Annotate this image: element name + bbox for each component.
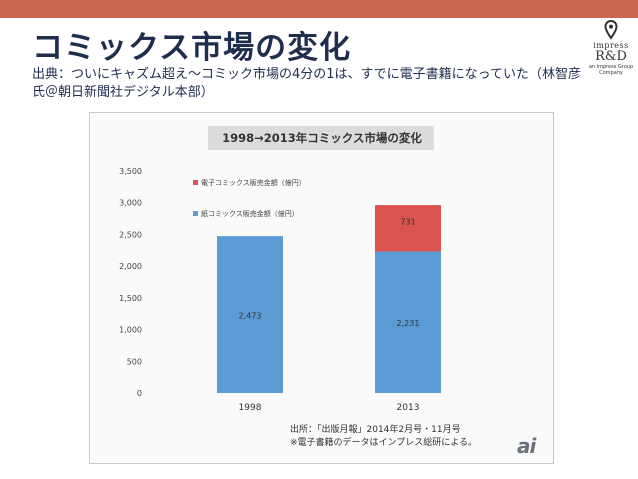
logo-line-2: R&D: [595, 49, 627, 64]
slide-subtitle: 出典：ついにキャズム超え〜コミック市場の4分の1は、すでに電子書籍になっていた（…: [32, 67, 582, 100]
x-tick-label: 2013: [397, 403, 420, 413]
legend-swatch: [193, 180, 198, 185]
chart-frame: 1998→2013年コミックス市場の変化 0 500 1,000 1,500 2,000…: [89, 112, 554, 464]
chart-title-background: [208, 126, 434, 150]
legend-label: 紙コミックス販売金額（億円）: [201, 209, 299, 218]
x-tick-label: 1998: [239, 403, 262, 413]
y-tick-label: 1,000: [119, 326, 142, 335]
y-tick-label: 3,500: [119, 167, 142, 176]
stacked-bar-chart: 0 500 1,000 1,500 2,000 2,500 3,000 3,500 2,473 1…: [119, 167, 441, 413]
top-accent-bar: [0, 0, 638, 18]
data-label: 2,231: [397, 319, 420, 328]
y-tick-label: 2,500: [119, 230, 142, 239]
y-tick-label: 3,000: [119, 199, 142, 208]
data-label: 731: [400, 217, 415, 226]
legend-label: 電子コミックス販売金額（億円）: [201, 178, 306, 187]
y-tick-label: 0: [137, 389, 142, 398]
y-tick-label: 2,000: [119, 262, 142, 271]
company-logo: impress R&D an impress Group Company: [588, 20, 634, 90]
source-line-2: ※電子書籍のデータはインプレス総研による。: [290, 438, 478, 448]
y-tick-label: 1,500: [119, 294, 142, 303]
ai-watermark: ai: [517, 434, 536, 458]
logo-line-3: an impress Group Company: [588, 64, 634, 76]
data-label: 2,473: [239, 312, 262, 321]
logo-line-1: impress: [593, 41, 629, 50]
bar-2013-series-1: [375, 205, 441, 252]
location-pin-icon: [604, 20, 618, 40]
y-tick-label: 500: [127, 357, 142, 366]
source-line-1: 出所：「出版月報」2014年2月号・11月号: [290, 425, 461, 435]
slide-title: コミックス市場の変化: [32, 30, 352, 66]
chart-title: 1998→2013年コミックス市場の変化: [222, 131, 422, 145]
bar-1998-series-0: [217, 236, 283, 393]
legend-swatch: [193, 211, 198, 216]
chart-source-note: 出所：「出版月報」2014年2月号・11月号 ※電子書籍のデータはインプレス総研…: [290, 424, 477, 450]
bar-2013-series-0: [375, 251, 441, 393]
